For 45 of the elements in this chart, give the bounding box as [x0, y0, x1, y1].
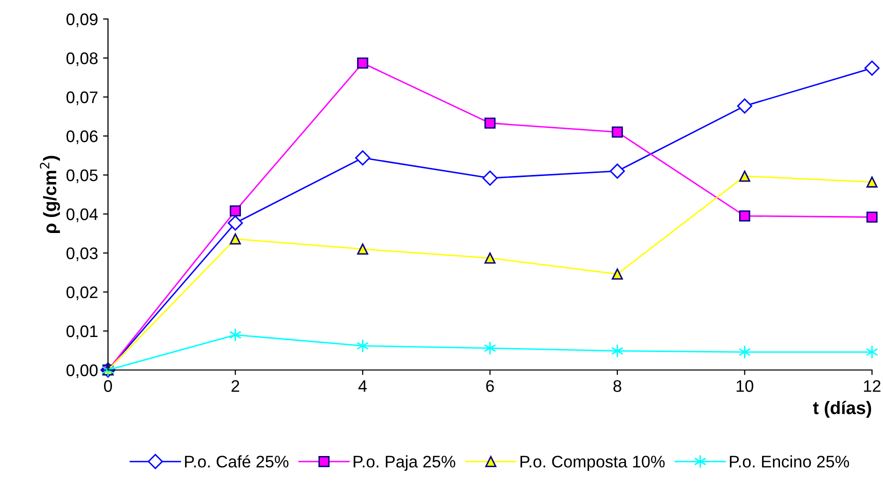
legend-label: P.o. Café 25%: [185, 455, 288, 468]
x-tick-label: 4: [358, 380, 367, 392]
x-tick-label: 8: [613, 380, 622, 392]
y-tick-label: 0,04: [66, 208, 98, 222]
y-tick-label: 0,08: [66, 52, 98, 66]
y-tick-label: 0,03: [66, 247, 98, 262]
x-tick-label: 2: [232, 380, 240, 392]
x-tick-label: 0: [104, 380, 112, 392]
point: [482, 170, 498, 186]
point: [357, 58, 368, 69]
point: [737, 98, 752, 114]
x-tick-label: 10: [736, 380, 754, 392]
y-tick-label: 0,01: [66, 325, 98, 340]
y-tick-label: 0,06: [66, 130, 98, 144]
point: [229, 328, 242, 342]
point: [484, 118, 496, 129]
legend-label: P.o. Encino 25%: [730, 455, 850, 468]
y-axis-title: ρ (g/cm$^{2}$): [40, 156, 60, 233]
point: [612, 126, 623, 138]
y-tick-label: 0,02: [66, 286, 98, 300]
point: [484, 252, 496, 264]
point: [739, 170, 750, 182]
point: [230, 233, 241, 245]
x-axis-title: t (días): [813, 400, 872, 418]
point: [739, 210, 750, 222]
point: [611, 344, 624, 358]
point: [228, 215, 243, 231]
point: [357, 244, 368, 255]
legend-label: P.o. Composta 10%: [520, 456, 665, 471]
y-tick-label: 0,05: [66, 169, 98, 184]
x-tick-label: 6: [486, 380, 494, 392]
point: [610, 164, 625, 179]
x-tick-label: 12: [864, 380, 880, 392]
point: [866, 212, 878, 223]
y-tick-label: 0,07: [66, 91, 98, 106]
point: [230, 205, 241, 216]
point: [864, 60, 880, 76]
point: [612, 268, 623, 280]
point: [355, 150, 370, 166]
y-tick-label: 0,09: [66, 13, 98, 28]
point: [356, 338, 369, 353]
y-tick-label: 0,00: [66, 364, 98, 378]
point: [738, 345, 751, 360]
point: [866, 176, 878, 188]
legend-label: P.o. Paja 25%: [354, 455, 456, 471]
